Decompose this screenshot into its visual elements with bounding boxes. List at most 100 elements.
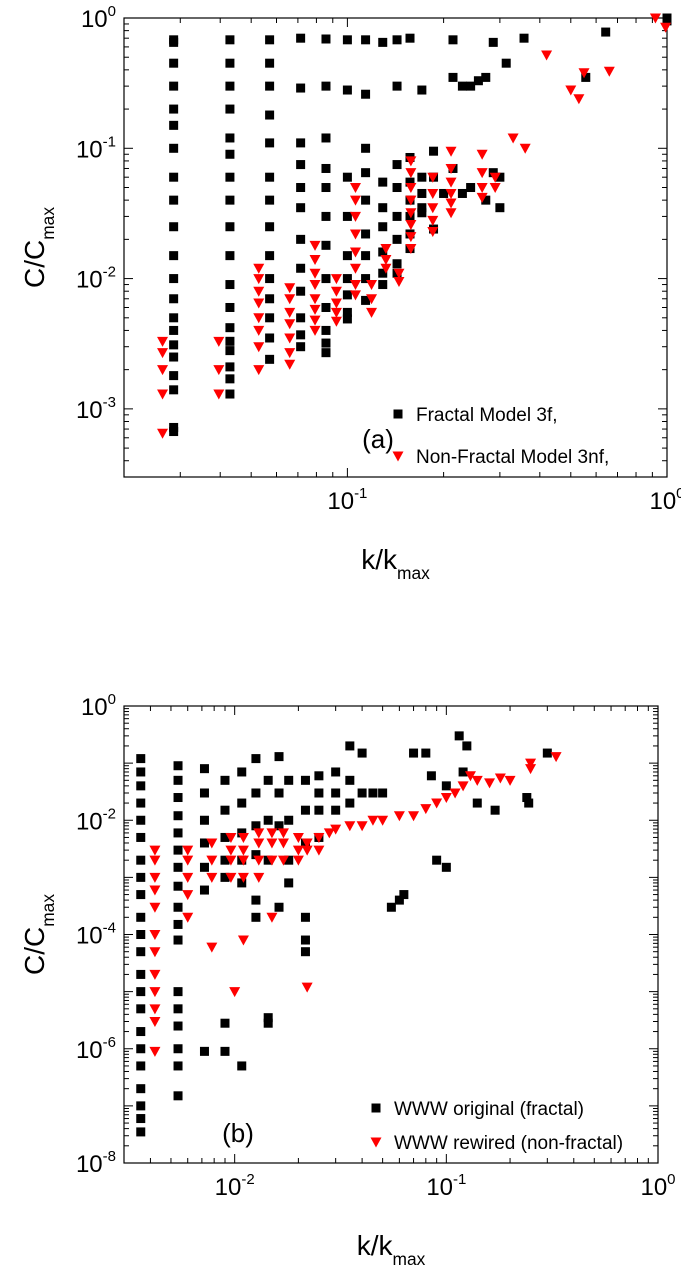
legend-label: Fractal Model 3f, [416, 405, 558, 426]
data-point [169, 352, 179, 362]
data-point [330, 274, 342, 285]
data-point [392, 234, 402, 244]
data-point [173, 1091, 183, 1101]
data-point [136, 1114, 146, 1124]
data-point [472, 798, 482, 808]
data-point [173, 1044, 183, 1054]
data-point [331, 805, 341, 815]
data-point [136, 855, 146, 865]
data-point [237, 935, 249, 946]
data-point [488, 37, 498, 47]
data-point [206, 872, 218, 883]
data-point [408, 811, 420, 822]
data-point [392, 81, 402, 91]
data-point [253, 325, 265, 336]
data-point [296, 342, 306, 352]
data-point [361, 295, 371, 305]
data-point [330, 286, 342, 297]
y-tick-label: 100 [81, 3, 116, 33]
x-tick-label: 10-1 [327, 485, 367, 515]
data-point [309, 240, 321, 251]
data-point [274, 752, 284, 762]
data-point [206, 855, 218, 866]
data-point [136, 912, 146, 922]
data-point [220, 855, 230, 865]
data-point [225, 323, 235, 333]
data-point [199, 815, 209, 825]
data-point [441, 781, 451, 791]
data-point [361, 195, 371, 205]
data-point [357, 748, 367, 758]
data-point [213, 389, 225, 400]
data-point [392, 211, 402, 221]
data-point [501, 58, 511, 68]
data-point [263, 855, 273, 865]
data-point [366, 294, 378, 305]
data-point [169, 143, 179, 153]
data-point [378, 222, 388, 232]
data-point [253, 828, 265, 839]
data-point [149, 845, 161, 856]
data-point [213, 336, 225, 347]
data-point [481, 72, 491, 82]
data-point [173, 793, 183, 803]
data-point [169, 294, 179, 304]
data-point [542, 748, 552, 758]
data-point [342, 314, 352, 324]
data-point [169, 274, 179, 284]
data-point [378, 788, 388, 798]
data-point [265, 294, 275, 304]
data-point [380, 244, 392, 255]
data-point [421, 748, 431, 758]
y-axis-label: C/Cmax [19, 894, 58, 975]
data-point [481, 195, 491, 205]
data-point [314, 771, 324, 781]
data-point [377, 815, 389, 826]
data-point [136, 1027, 146, 1037]
y-tick-label: 10-1 [76, 133, 116, 163]
data-point [284, 359, 296, 370]
data-point [225, 149, 235, 159]
data-point [321, 163, 331, 173]
data-point [309, 268, 321, 279]
data-point [173, 987, 183, 997]
data-point [136, 1061, 146, 1071]
data-point [182, 872, 194, 883]
data-point [136, 798, 146, 808]
data-point [136, 969, 146, 979]
data-point [136, 754, 146, 764]
data-point [321, 240, 331, 250]
data-point [136, 890, 146, 900]
data-point [378, 37, 388, 47]
data-point [237, 878, 247, 888]
data-point [301, 838, 313, 849]
data-point [349, 229, 361, 240]
data-point [380, 263, 392, 274]
data-point [296, 330, 306, 340]
data-point [199, 838, 209, 848]
chart-panel-b: WWW original (fractal) WWW rewired (non-f… [123, 705, 659, 1164]
data-point [237, 855, 249, 866]
data-point [263, 1018, 273, 1028]
x-tick-label: 10-1 [426, 1171, 466, 1201]
data-point [296, 203, 306, 213]
data-point [417, 203, 427, 213]
data-point [427, 172, 439, 183]
data-point [296, 33, 306, 43]
data-point [173, 935, 183, 945]
data-point [136, 872, 146, 882]
data-point [405, 208, 417, 219]
data-point [253, 855, 265, 866]
data-point [182, 845, 194, 856]
data-point [300, 912, 310, 922]
data-point [300, 935, 310, 945]
data-point [405, 195, 417, 206]
data-point [361, 168, 371, 178]
data-point [439, 188, 449, 198]
data-point [361, 89, 371, 99]
data-point [309, 315, 321, 326]
y-tick-label: 10-6 [76, 1034, 116, 1064]
data-point [225, 58, 235, 68]
data-point [476, 183, 488, 194]
data-point [253, 274, 265, 285]
